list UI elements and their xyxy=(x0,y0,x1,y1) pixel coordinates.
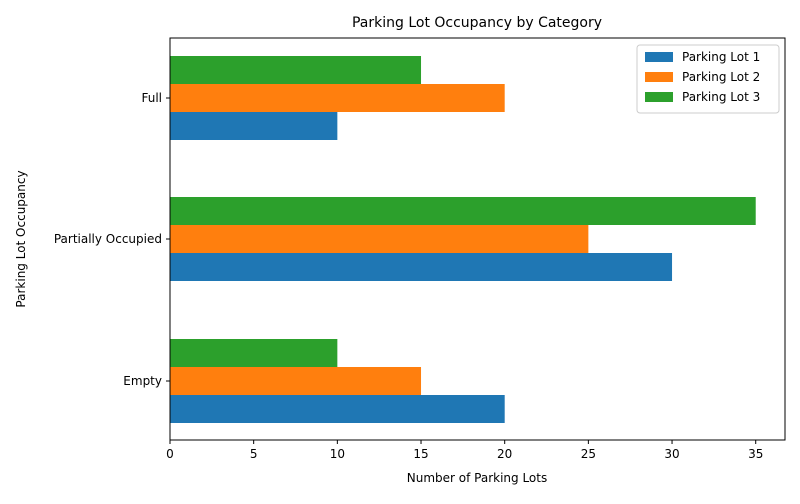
y-axis-label: Parking Lot Occupancy xyxy=(14,170,28,307)
bar xyxy=(170,253,673,281)
x-tick-label: 25 xyxy=(581,447,596,461)
bar xyxy=(170,197,756,225)
bar xyxy=(170,56,422,84)
x-tick-label: 30 xyxy=(664,447,679,461)
y-tick-label: Full xyxy=(141,91,162,105)
x-tick-label: 10 xyxy=(330,447,345,461)
bar xyxy=(170,367,422,395)
legend-label: Parking Lot 1 xyxy=(682,50,760,64)
legend-label: Parking Lot 2 xyxy=(682,70,760,84)
x-tick-label: 0 xyxy=(166,447,174,461)
bar xyxy=(170,395,505,423)
y-tick-label: Empty xyxy=(123,374,162,388)
y-axis: Empty Partially Occupied Full xyxy=(54,91,170,388)
x-tick-label: 35 xyxy=(748,447,763,461)
x-tick-label: 5 xyxy=(250,447,258,461)
y-tick-label: Partially Occupied xyxy=(54,232,162,246)
legend: Parking Lot 1 Parking Lot 2 Parking Lot 3 xyxy=(636,44,780,114)
chart-title: Parking Lot Occupancy by Category xyxy=(352,15,602,31)
bar xyxy=(170,84,505,112)
x-axis-label: Number of Parking Lots xyxy=(407,471,547,485)
x-axis: 0 5 10 15 20 25 30 35 xyxy=(166,440,763,461)
legend-swatch xyxy=(645,52,673,62)
x-tick-label: 20 xyxy=(497,447,512,461)
bar xyxy=(170,225,589,253)
legend-swatch xyxy=(645,72,673,82)
bar xyxy=(170,112,338,140)
legend-swatch xyxy=(645,92,673,102)
bars-layer xyxy=(170,56,756,423)
bar xyxy=(170,339,338,367)
x-tick-label: 15 xyxy=(413,447,428,461)
legend-label: Parking Lot 3 xyxy=(682,90,760,104)
